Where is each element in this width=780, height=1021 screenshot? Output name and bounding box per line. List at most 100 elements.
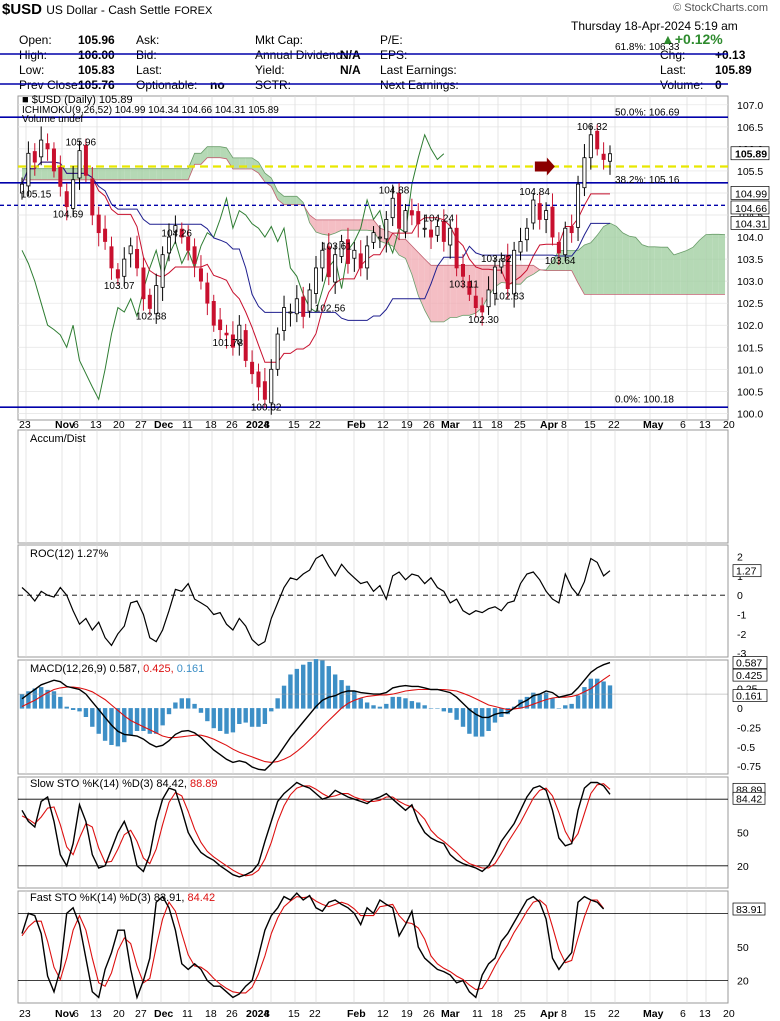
candle-body [90, 178, 95, 216]
y-tick-label: 103.5 [737, 254, 763, 266]
price-tag-label: 104.31 [735, 218, 767, 230]
watermark: © StockCharts.com [673, 2, 768, 14]
candle-body [288, 311, 293, 314]
header-field: 105.96 [78, 33, 115, 47]
symbol-name: US Dollar - Cash Settle [46, 3, 171, 17]
macd-hist-bar [467, 708, 472, 734]
macd-hist-bar [128, 708, 133, 736]
x-tick-label: Dec [154, 419, 173, 431]
candle-body [537, 203, 542, 220]
ichimoku-cloud-segment [322, 219, 329, 236]
macd-hist-bar [396, 696, 402, 709]
ichimoku-cloud-segment [571, 250, 579, 283]
candle-body [339, 241, 344, 257]
price-annotation: 104.88 [379, 185, 410, 196]
candle-body [269, 368, 274, 404]
macd-hist-bar [243, 708, 248, 723]
price-annotation: 103.11 [449, 279, 479, 290]
x-tick-label: May [643, 419, 664, 431]
price-annotation: 101.78 [213, 338, 244, 349]
candle-body [601, 153, 606, 160]
x-tick-label: Mar [441, 419, 460, 431]
macd-hist-bar [332, 674, 338, 709]
header-field: N/A [340, 48, 361, 62]
y-tick-label: -0.25 [737, 722, 761, 734]
candle-body [192, 246, 197, 264]
macd-hist-bar [320, 660, 325, 709]
macd-tag-label: 0.425 [736, 670, 762, 682]
candle-body [71, 179, 76, 209]
header-field: High: [19, 48, 48, 62]
candle-body [115, 269, 120, 279]
candle-body [243, 330, 248, 361]
panel-frame [17, 429, 729, 544]
y-tick-label: -0.5 [737, 742, 755, 754]
macd-tag [732, 668, 768, 682]
candle-body [582, 157, 587, 189]
header-field: Next Earnings: [380, 78, 459, 92]
y-tick-label: 104.0 [737, 232, 763, 244]
ichimoku-cloud-segment [578, 244, 585, 295]
ichimoku-cloud-segment [648, 246, 655, 295]
ichimoku-cloud-segment [610, 223, 617, 295]
price-tag [730, 186, 770, 200]
candle-body [294, 298, 299, 315]
macd-hist-bar [141, 708, 146, 731]
ichimoku-cloud-segment [718, 234, 726, 295]
macd-line [21, 661, 611, 771]
candle-body [45, 143, 50, 150]
x-tick-label: 22 [309, 1008, 321, 1020]
candle-body [154, 285, 159, 315]
price-annotation: 103.64 [545, 256, 576, 267]
candle-body [499, 258, 504, 268]
ichimoku-cloud-segment [705, 234, 713, 295]
macd-hist-bar [96, 708, 101, 734]
x-tick-label: 18 [205, 419, 217, 431]
macd-hist-bar [409, 701, 415, 709]
ichimoku-cloud-segment [213, 146, 221, 158]
candle-body [595, 130, 600, 150]
macd-hist-bar [345, 685, 351, 709]
roc-tag [732, 564, 762, 578]
change-pct: ▲+0.12% [661, 31, 723, 47]
stoch-title: Fast STO %K(14) %D(3) 83.91, 84.42 [30, 892, 215, 904]
macd-hist-bar [569, 703, 574, 709]
candle-body [473, 295, 478, 308]
macd-hist-bar [460, 708, 466, 727]
header-field: Volume: [660, 78, 704, 92]
x-tick-label: 18 [205, 1008, 217, 1020]
macd-hist-bar [307, 661, 312, 709]
price-tag-label: 104.66 [735, 203, 767, 215]
candle-body [262, 381, 267, 400]
candle-body [365, 245, 370, 269]
candle-body [301, 296, 306, 317]
x-tick-label: Dec [154, 1008, 173, 1020]
ichimoku-cloud-segment [354, 219, 361, 231]
fib-label: 0.0%: 100.18 [615, 394, 674, 405]
header-field: Optionable: [136, 78, 198, 92]
ichimoku-cloud-segment [137, 168, 144, 180]
y-tick-label: 106.5 [737, 122, 763, 134]
ichimoku-cloud-segment [443, 265, 451, 322]
ichimoku-cloud-segment [450, 265, 457, 318]
macd-tag-label: 0.587 [736, 658, 762, 670]
candle-body [205, 282, 210, 304]
ichimoku-cloud-segment [194, 153, 201, 165]
macd-hist-bar [601, 681, 606, 709]
ichimoku-cloud-segment [258, 162, 265, 182]
x-tick-label: 15 [584, 419, 596, 431]
macd-hist-bar [384, 703, 389, 709]
symbol-title: $USD US Dollar - Cash Settle FOREX [2, 1, 212, 18]
stoch-k-line [21, 781, 611, 878]
x-tick-label: 6 [680, 419, 686, 431]
y-tick-label: 102.0 [737, 320, 763, 332]
x-tick-label: 20 [723, 419, 735, 431]
stoch-d-value: 88.89 [190, 778, 218, 790]
ichimoku-cloud-segment [680, 250, 687, 295]
ichimoku-cloud-segment [169, 168, 176, 180]
y-tick-label: 100.0 [737, 408, 763, 420]
ichimoku-cloud-segment [654, 246, 662, 295]
macd-hist-bar [588, 678, 594, 709]
x-tick-label: 19 [401, 1008, 413, 1020]
